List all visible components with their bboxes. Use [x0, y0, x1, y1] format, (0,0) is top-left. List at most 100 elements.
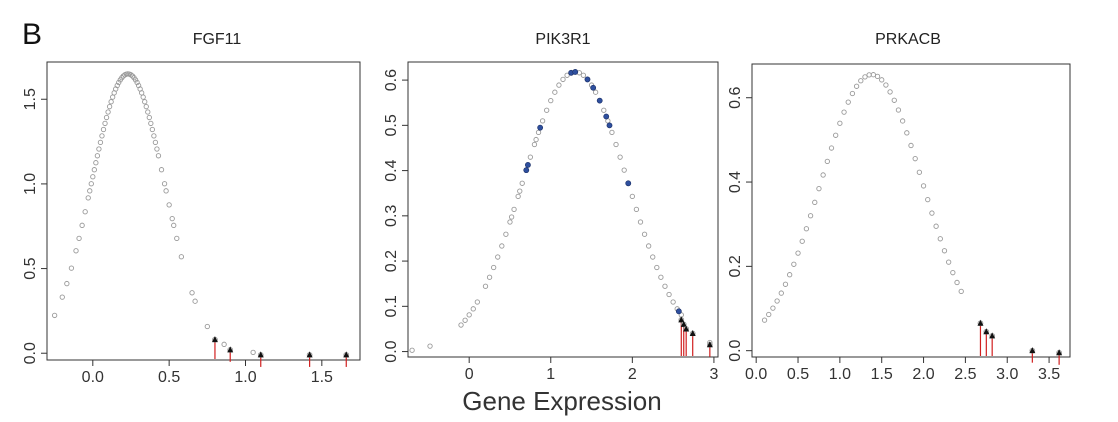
data-point: [154, 146, 160, 152]
data-point: [116, 79, 122, 86]
data-point: [507, 219, 513, 225]
triangle-marker: [343, 351, 350, 358]
data-point: [621, 167, 627, 173]
chart-title-prkacb: PRKACB: [875, 31, 941, 48]
data-point: [85, 195, 91, 201]
plot-frame-prkacb: [751, 63, 1071, 358]
data-point: [925, 196, 931, 203]
data-point: [853, 83, 860, 89]
data-point: [929, 210, 935, 216]
data-point: [862, 74, 868, 80]
data-point: [511, 206, 517, 213]
data-point: [470, 306, 476, 312]
data-point: [833, 132, 839, 138]
data-point: [544, 107, 550, 113]
x-tick-label: 2.5: [954, 366, 976, 383]
data-point: [795, 250, 801, 256]
data-point: [920, 183, 927, 189]
data-point: [87, 188, 93, 194]
data-point: [82, 209, 88, 215]
data-point: [106, 104, 113, 110]
data-point: [517, 188, 523, 194]
data-point: [155, 153, 162, 159]
data-point: [508, 214, 515, 220]
data-point: [145, 109, 151, 115]
data-point: [93, 160, 99, 166]
data-point: [90, 174, 96, 180]
data-point: [641, 231, 648, 237]
chart-title-fgf11: FGF11: [193, 31, 242, 48]
data-point: [134, 79, 140, 86]
data-point: [828, 145, 835, 151]
data-point: [474, 299, 480, 305]
data-point: [68, 265, 75, 271]
data-point: [912, 156, 918, 162]
data-point: [908, 142, 914, 149]
data-point: [774, 298, 780, 304]
triangle-marker: [678, 316, 685, 323]
data-point: [650, 254, 656, 260]
data-point: [178, 254, 185, 260]
triangle-marker: [1029, 347, 1036, 354]
chart-prkacb: PRKACB 0.0 0.5 1.0 1.5 2.0 2.5 3.0 3.5 0.0 0.2 0.4…: [727, 31, 1071, 383]
data-point: [143, 104, 149, 110]
data-point: [658, 274, 664, 280]
data-point: [887, 89, 893, 95]
y-tick-label: 0.0: [727, 339, 744, 361]
data-point: [613, 141, 619, 148]
data-point: [646, 243, 652, 249]
data-point: [849, 90, 856, 97]
triangle-marker: [211, 336, 218, 343]
data-point: [409, 347, 415, 353]
chart-pik3r1: PIK3R1 0 1 2 3 0.0 0.1 0.2 0.3 0.4 0.5 0.6: [383, 31, 719, 383]
y-tick-label: 0.4: [383, 159, 400, 181]
data-point: [858, 78, 864, 84]
data-point: [552, 89, 558, 95]
data-point: [132, 77, 139, 83]
data-point: [617, 154, 623, 160]
data-point: [950, 270, 956, 276]
data-point: [527, 154, 534, 160]
data-point: [146, 114, 152, 121]
x-tick-label: 0: [465, 366, 474, 383]
data-point: [250, 349, 256, 356]
data-point: [128, 72, 134, 78]
x-tick-label: 2: [628, 366, 637, 383]
x-tick-label: 1.0: [829, 366, 851, 383]
blue-data-point: [523, 167, 530, 174]
data-point: [941, 248, 948, 254]
x-tick-label: 3.0: [996, 366, 1018, 383]
data-point: [845, 99, 851, 105]
data-point: [629, 193, 635, 200]
data-point: [64, 280, 70, 287]
y-tick-label: 1.5: [22, 88, 39, 110]
data-point: [91, 167, 97, 173]
data-point: [163, 188, 169, 194]
data-point: [807, 213, 814, 219]
data-point: [151, 133, 157, 139]
data-point: [221, 341, 227, 347]
x-tick-label: 0.0: [82, 369, 104, 386]
data-point: [548, 97, 554, 104]
chart-fgf11: FGF11 0.0 0.5 1.0 1.5 0.0 0.5 1.0 1.5: [22, 31, 361, 386]
data-point: [782, 281, 789, 287]
triangle-marker: [257, 351, 264, 358]
data-point: [482, 283, 489, 289]
triangle-marker: [983, 328, 990, 335]
data-point: [491, 264, 497, 271]
blue-data-point: [606, 122, 613, 129]
plot-frame-pik3r1: [407, 61, 719, 358]
data-point: [515, 193, 521, 200]
plot-frame-fgf11: [46, 61, 361, 361]
y-tick-label: 0.3: [383, 205, 400, 227]
data-point: [654, 264, 660, 271]
y-tick-label: 0.5: [383, 114, 400, 136]
data-point: [148, 120, 154, 127]
data-point: [958, 288, 964, 295]
data-point: [904, 130, 910, 136]
triangle-marker: [306, 351, 313, 358]
y-tick-label: 0.5: [22, 257, 39, 279]
y-tick-label: 0.6: [383, 69, 400, 91]
data-point: [891, 97, 897, 103]
x-tick-label: 0.5: [787, 366, 809, 383]
